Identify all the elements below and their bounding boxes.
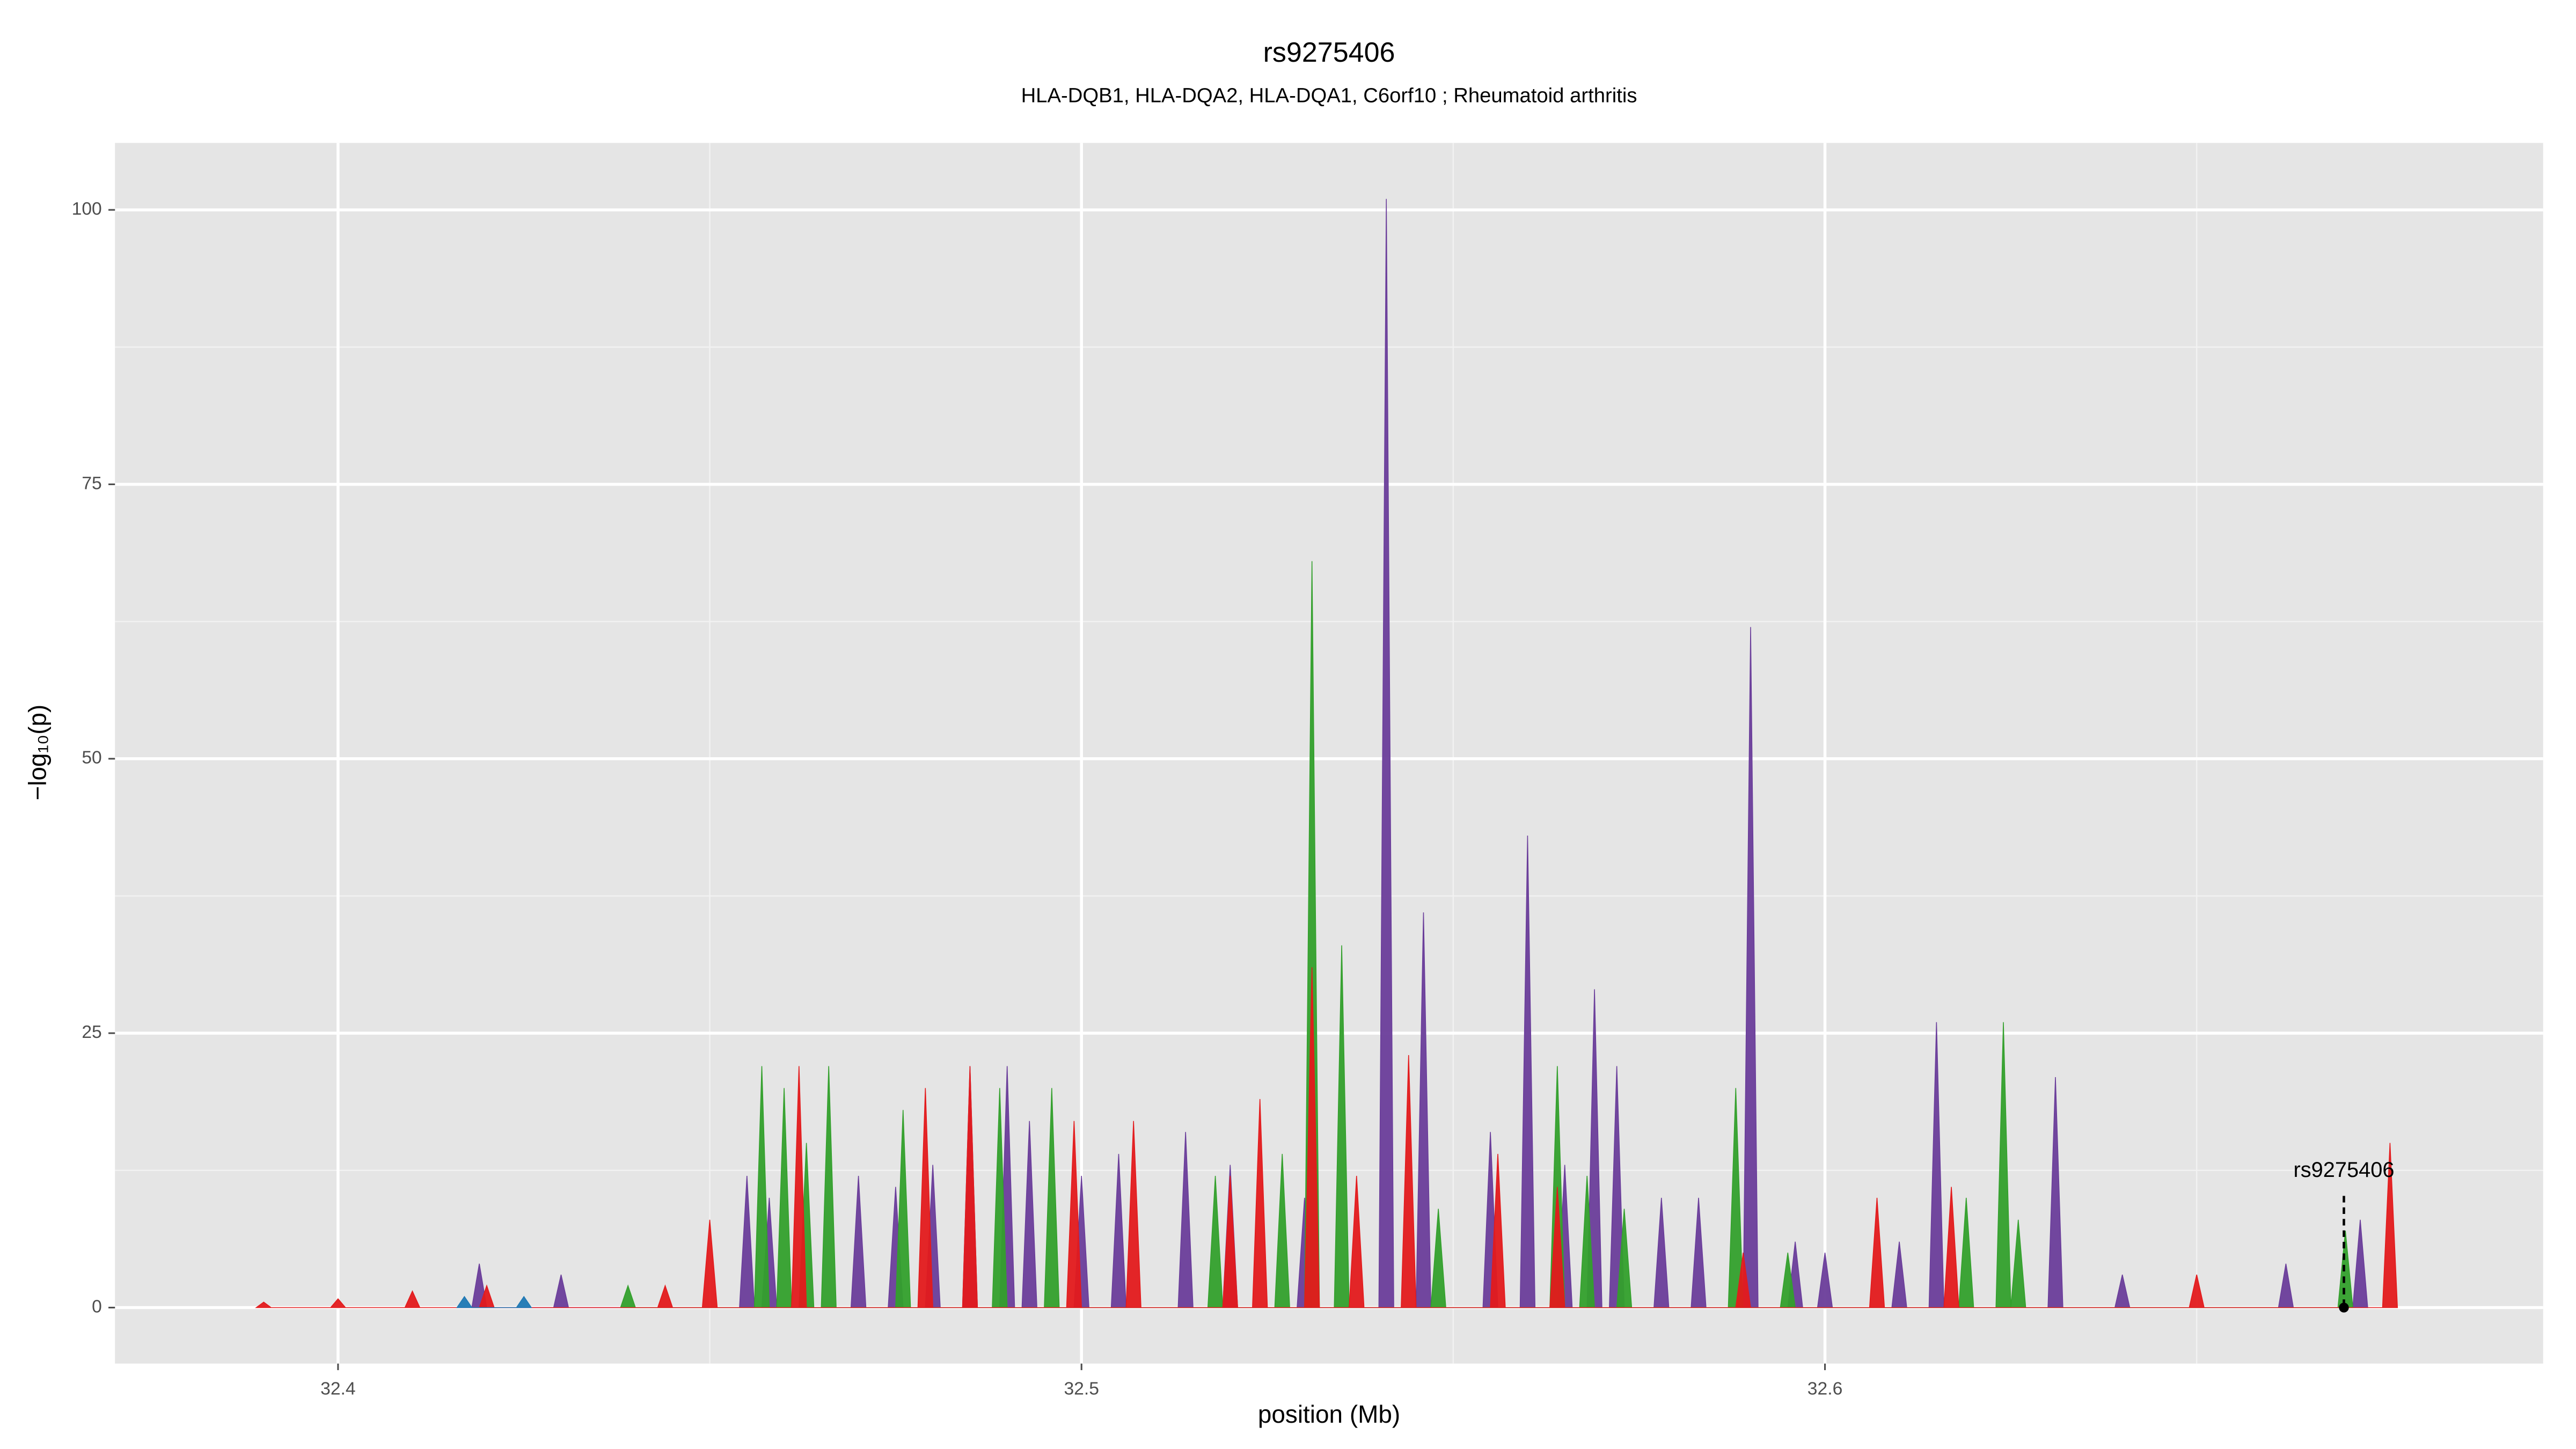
- x-tick-label: 32.4: [320, 1379, 356, 1399]
- annotation-point: [2339, 1302, 2349, 1313]
- x-tick-label: 32.6: [1807, 1379, 1843, 1399]
- area: [255, 967, 2398, 1308]
- chart-title: rs9275406: [1263, 37, 1395, 68]
- y-tick-label: 0: [92, 1297, 102, 1316]
- annotation-label: rs9275406: [2293, 1158, 2394, 1182]
- y-tick-label: 75: [82, 473, 101, 493]
- y-tick-label: 50: [82, 748, 101, 768]
- x-tick-label: 32.5: [1064, 1379, 1099, 1399]
- y-tick-label: 25: [82, 1022, 101, 1042]
- chart-subtitle: HLA-DQB1, HLA-DQA2, HLA-DQA1, C6orf10 ; …: [1021, 84, 1637, 107]
- area: [456, 1296, 532, 1308]
- x-axis-label: position (Mb): [1258, 1400, 1400, 1428]
- y-tick-label: 100: [72, 199, 102, 219]
- y-axis-label: −log₁₀(p): [24, 705, 52, 801]
- plot-panel: [115, 143, 2543, 1364]
